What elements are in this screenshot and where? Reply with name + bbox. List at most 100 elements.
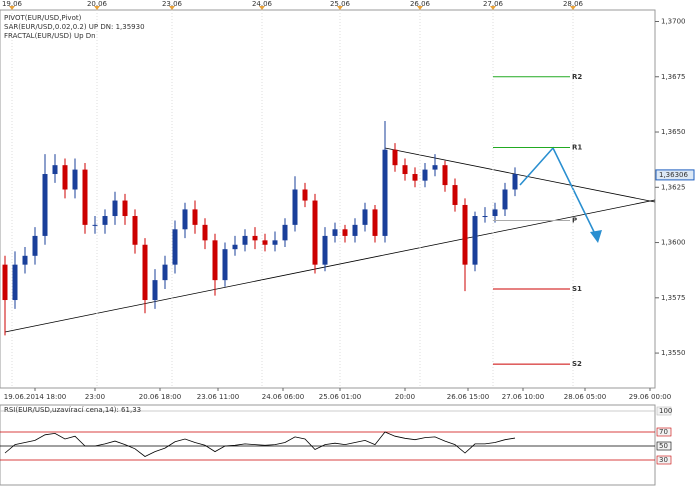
candle-body — [182, 209, 188, 230]
top-date-label: 20.06 — [87, 0, 108, 8]
forecast-arrow — [519, 146, 599, 241]
x-tick-label: 28.06 05:00 — [564, 393, 606, 401]
candle-body — [312, 200, 318, 265]
y-tick-label: 1,3600 — [661, 239, 686, 247]
x-tick-label: 27.06 10:00 — [502, 393, 544, 401]
top-date-label: 26.06 — [410, 0, 431, 8]
legend-line: SAR(EUR/USD,0.02,0.2) UP DN: 1,35930 — [4, 23, 145, 31]
price-tag-label: 1,36306 — [659, 171, 688, 179]
pivot-label: S1 — [572, 285, 582, 293]
candle-body — [12, 264, 18, 301]
top-date-label: 28.06 — [563, 0, 584, 8]
arrow-head — [590, 230, 602, 243]
candle-body — [202, 224, 208, 241]
y-tick-label: 1,3575 — [661, 294, 686, 302]
tick-box — [656, 455, 672, 465]
candle-body — [512, 174, 518, 190]
pivot-label: R1 — [572, 143, 582, 151]
candle-body — [62, 165, 68, 190]
candle-body — [502, 189, 508, 210]
candle-body — [82, 169, 88, 225]
pivot-label: R2 — [572, 73, 582, 81]
tick-box — [656, 427, 672, 437]
y-tick-label: 50 — [659, 442, 668, 450]
candle-body — [152, 280, 158, 301]
y-tick-label: 100 — [659, 407, 672, 415]
date-marker — [570, 6, 576, 10]
candle-body — [462, 204, 468, 265]
candle-body — [252, 235, 258, 241]
y-tick-label: 1,3700 — [661, 17, 686, 25]
date-marker — [94, 6, 100, 10]
candle-body — [482, 216, 488, 218]
x-tick-label: 20:00 — [395, 393, 415, 401]
candle-body — [422, 169, 428, 181]
candle-body — [272, 240, 278, 245]
x-tick-label: 19.06.2014 18:00 — [4, 393, 66, 401]
candle-body — [382, 149, 388, 236]
top-date-label: 24.06 — [252, 0, 273, 8]
x-tick-label: 23.06 11:00 — [197, 393, 239, 401]
top-date-label: 23.06 — [162, 0, 183, 8]
date-marker — [337, 6, 343, 10]
rsi-title: RSI(EUR/USD,uzavírací cena,14): 61,33 — [4, 406, 141, 414]
y-tick-label: 1,3650 — [661, 128, 686, 136]
candle-body — [192, 209, 198, 225]
candle-body — [42, 174, 48, 236]
y-tick-label: 30 — [659, 456, 668, 464]
trend-line — [384, 147, 656, 203]
date-marker — [169, 6, 175, 10]
x-tick-label: 26.06 15:00 — [447, 393, 489, 401]
candle-body — [352, 224, 358, 236]
pivot-label: S2 — [572, 360, 582, 368]
x-tick-label: 20.06 18:00 — [139, 393, 181, 401]
candle-body — [212, 240, 218, 281]
candle-body — [112, 200, 118, 217]
legend-line: PIVOT(EUR/USD,Pivot) — [4, 14, 82, 22]
price-tag — [655, 169, 695, 181]
candle-body — [242, 235, 248, 245]
date-marker — [417, 6, 423, 10]
candle-body — [342, 229, 348, 236]
y-tick-label: 1,3625 — [661, 183, 686, 191]
candle-body — [282, 224, 288, 241]
candle-body — [32, 235, 38, 256]
top-date-label: 25.06 — [330, 0, 351, 8]
candle-body — [72, 169, 78, 190]
candle-body — [52, 165, 58, 175]
candle-body — [412, 174, 418, 181]
trend-line — [4, 199, 656, 333]
date-marker — [9, 6, 15, 10]
candle-body — [442, 165, 448, 186]
candle-body — [122, 200, 128, 217]
y-tick-label: 1,3675 — [661, 73, 686, 81]
candle-body — [92, 224, 98, 226]
candle-body — [322, 235, 328, 265]
tick-box — [656, 441, 672, 451]
candle-body — [302, 189, 308, 201]
y-tick-label: 70 — [659, 428, 668, 436]
top-date-label: 27.06 — [483, 0, 504, 8]
candle-body — [172, 229, 178, 265]
candle-body — [332, 229, 338, 236]
date-marker — [490, 6, 496, 10]
date-marker — [259, 6, 265, 10]
candle-body — [162, 264, 168, 281]
y-tick-label: 1,3550 — [661, 349, 686, 357]
tick-box — [656, 406, 672, 416]
candle-body — [362, 209, 368, 225]
candle-body — [102, 216, 108, 225]
rsi-line — [4, 431, 516, 457]
candle-body — [392, 149, 398, 166]
x-tick-label: 23:00 — [85, 393, 105, 401]
candle-body — [292, 189, 298, 225]
pivot-label: P — [572, 216, 577, 224]
candle-body — [2, 264, 8, 301]
candle-body — [232, 244, 238, 250]
candle-body — [432, 165, 438, 170]
legend-line: FRACTAL(EUR/USD) Up Dn — [4, 32, 96, 40]
main-frame — [0, 9, 656, 389]
candle-body — [472, 216, 478, 265]
x-tick-label: 29.06 00:00 — [629, 393, 671, 401]
